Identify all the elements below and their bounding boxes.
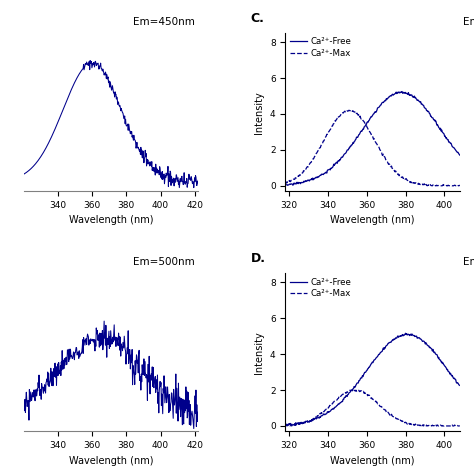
Ca²⁺-Max: [283, 423, 288, 428]
Ca²⁺-Free: [283, 423, 288, 428]
Text: C.: C.: [250, 12, 264, 25]
Ca²⁺-Max: [387, 162, 392, 167]
Ca²⁺-Max: [386, 161, 392, 167]
Ca²⁺-Max: [442, 182, 447, 188]
Ca²⁺-Max: [442, 423, 447, 428]
Text: Em=450nm: Em=450nm: [133, 17, 195, 27]
Ca²⁺-Free: [457, 383, 463, 388]
Line: Ca²⁺-Max: Ca²⁺-Max: [285, 390, 460, 426]
Y-axis label: Intensity: Intensity: [255, 91, 264, 134]
Ca²⁺-Max: [283, 181, 289, 186]
Ca²⁺-Free: [283, 182, 289, 188]
Ca²⁺-Free: [457, 152, 463, 158]
Y-axis label: Intensity: Intensity: [255, 331, 264, 374]
Ca²⁺-Max: [390, 166, 395, 172]
Ca²⁺-Free: [285, 182, 291, 188]
Ca²⁺-Max: [431, 423, 437, 428]
Ca²⁺-Free: [442, 133, 447, 139]
Line: Ca²⁺-Max: Ca²⁺-Max: [285, 110, 460, 186]
Ca²⁺-Free: [387, 94, 392, 100]
X-axis label: Wavelength (nm): Wavelength (nm): [69, 456, 153, 465]
Ca²⁺-Free: [441, 362, 447, 368]
Line: Ca²⁺-Free: Ca²⁺-Free: [285, 91, 460, 185]
Ca²⁺-Max: [283, 423, 289, 429]
Ca²⁺-Max: [457, 423, 463, 428]
X-axis label: Wavelength (nm): Wavelength (nm): [330, 216, 415, 226]
Line: Ca²⁺-Free: Ca²⁺-Free: [285, 333, 460, 426]
Ca²⁺-Free: [389, 338, 395, 344]
Ca²⁺-Free: [399, 89, 405, 94]
Ca²⁺-Max: [283, 423, 289, 428]
Ca²⁺-Max: [351, 387, 356, 392]
Ca²⁺-Free: [386, 340, 392, 346]
Ca²⁺-Max: [457, 182, 463, 188]
Text: Em=5: Em=5: [463, 257, 474, 267]
Text: Em=500nm: Em=500nm: [133, 257, 195, 267]
Ca²⁺-Max: [431, 182, 437, 187]
Ca²⁺-Max: [388, 412, 393, 418]
Legend: Ca²⁺-Free, Ca²⁺-Max: Ca²⁺-Free, Ca²⁺-Max: [290, 278, 351, 298]
Ca²⁺-Free: [390, 91, 395, 97]
Ca²⁺-Free: [386, 94, 392, 100]
Ca²⁺-Max: [429, 183, 435, 189]
Ca²⁺-Free: [283, 182, 288, 188]
Legend: Ca²⁺-Free, Ca²⁺-Max: Ca²⁺-Free, Ca²⁺-Max: [290, 37, 351, 58]
X-axis label: Wavelength (nm): Wavelength (nm): [330, 456, 415, 465]
Ca²⁺-Free: [403, 330, 409, 336]
Ca²⁺-Max: [391, 414, 396, 419]
Ca²⁺-Free: [283, 422, 289, 428]
Ca²⁺-Max: [348, 107, 354, 113]
Ca²⁺-Free: [431, 117, 437, 122]
Ca²⁺-Max: [283, 180, 288, 185]
Ca²⁺-Free: [386, 340, 392, 346]
Text: Em=: Em=: [463, 17, 474, 27]
Ca²⁺-Max: [387, 412, 392, 418]
Ca²⁺-Free: [430, 346, 436, 352]
X-axis label: Wavelength (nm): Wavelength (nm): [69, 216, 153, 226]
Text: D.: D.: [250, 253, 265, 265]
